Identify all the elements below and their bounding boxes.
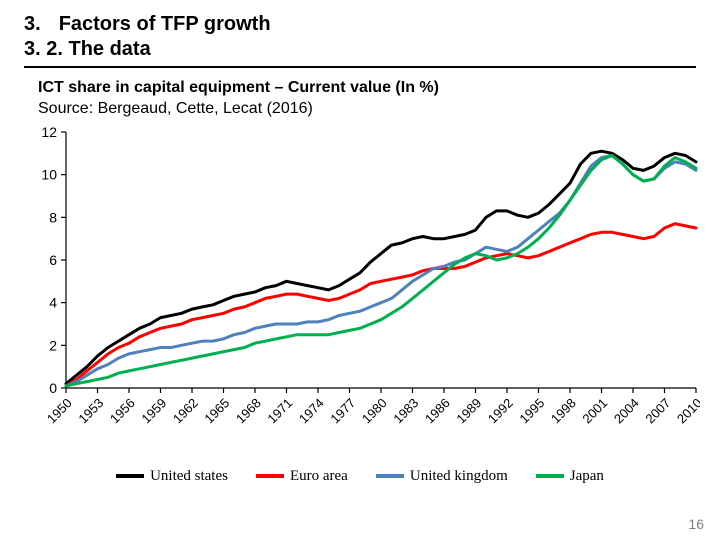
svg-text:8: 8 [49, 209, 57, 225]
svg-text:1971: 1971 [264, 395, 295, 426]
svg-text:1995: 1995 [516, 395, 547, 426]
svg-text:1989: 1989 [453, 395, 484, 426]
chart-source: Source: Bergeaud, Cette, Lecat (2016) [38, 99, 696, 120]
heading-block: 3. Factors of TFP growth 3. 2. The data [24, 12, 696, 62]
legend-label: United states [150, 468, 228, 485]
legend-swatch [256, 474, 284, 478]
svg-text:6: 6 [49, 252, 57, 268]
section-line: 3. Factors of TFP growth [24, 12, 696, 37]
svg-text:10: 10 [41, 166, 57, 182]
svg-text:2010: 2010 [674, 395, 700, 426]
svg-text:1956: 1956 [107, 395, 138, 426]
legend-item: Euro area [256, 468, 348, 485]
page-number: 16 [688, 516, 704, 532]
svg-text:1983: 1983 [390, 395, 421, 426]
svg-text:1980: 1980 [359, 395, 390, 426]
svg-text:1974: 1974 [296, 395, 327, 426]
section-title: Factors of TFP growth [59, 13, 271, 35]
slide: 3. Factors of TFP growth 3. 2. The data I… [0, 0, 720, 540]
section-number: 3. [24, 13, 41, 35]
chart-title: ICT share in capital equipment – Current… [38, 78, 696, 99]
svg-text:0: 0 [49, 380, 57, 396]
svg-text:4: 4 [49, 294, 57, 310]
svg-text:1962: 1962 [170, 395, 201, 426]
svg-text:1986: 1986 [422, 395, 453, 426]
legend-label: Japan [570, 468, 604, 485]
svg-text:1953: 1953 [75, 395, 106, 426]
legend-item: United states [116, 468, 228, 485]
svg-text:2007: 2007 [642, 395, 673, 426]
line-chart: 0246810121950195319561959196219651968197… [28, 126, 700, 466]
legend-swatch [536, 474, 564, 478]
svg-text:1998: 1998 [548, 395, 579, 426]
legend-swatch [376, 474, 404, 478]
legend-label: United kingdom [410, 468, 508, 485]
divider [24, 66, 696, 68]
svg-text:1959: 1959 [138, 395, 169, 426]
legend-swatch [116, 474, 144, 478]
legend: United states Euro area United kingdom Japa… [24, 466, 696, 485]
chart-container: 0246810121950195319561959196219651968197… [28, 126, 700, 466]
legend-label: Euro area [290, 468, 348, 485]
svg-text:12: 12 [41, 126, 57, 140]
svg-text:2001: 2001 [579, 395, 610, 426]
svg-text:1968: 1968 [233, 395, 264, 426]
svg-text:2004: 2004 [611, 395, 642, 426]
legend-item: Japan [536, 468, 604, 485]
svg-text:1965: 1965 [201, 395, 232, 426]
svg-text:1992: 1992 [485, 395, 516, 426]
svg-text:2: 2 [49, 337, 57, 353]
subsection-line: 3. 2. The data [24, 37, 696, 62]
svg-text:1950: 1950 [44, 395, 75, 426]
legend-item: United kingdom [376, 468, 508, 485]
svg-text:1977: 1977 [327, 395, 358, 426]
